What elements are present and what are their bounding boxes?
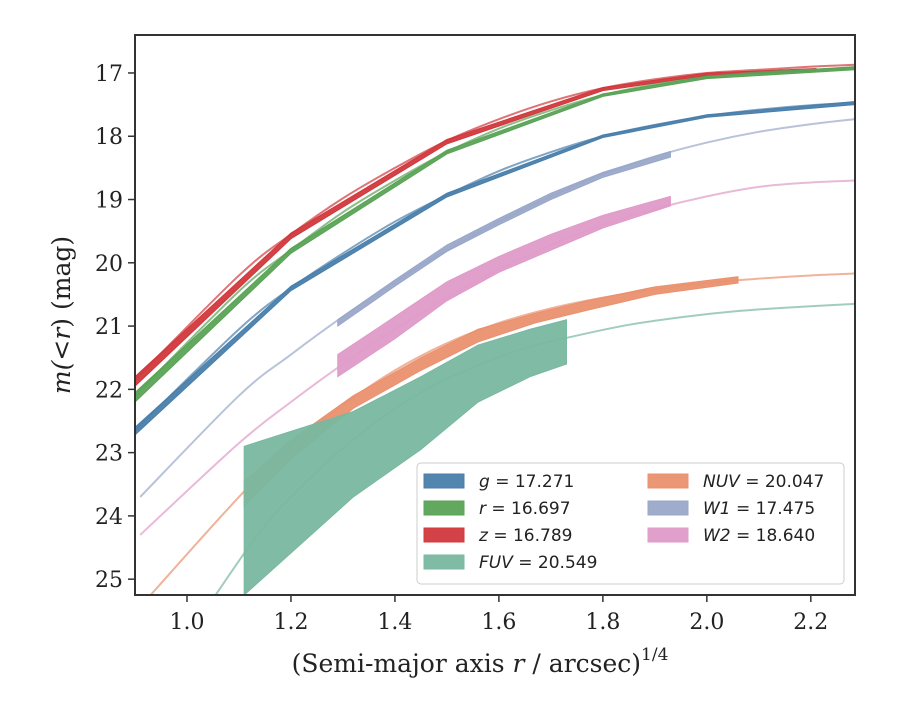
legend-label-nuv: NUV = 20.047 (703, 472, 824, 492)
data-band-g (135, 100, 855, 436)
model-line-z (135, 63, 855, 381)
x-tick-label: 1.0 (169, 610, 204, 635)
data-band-fuv (243, 319, 567, 595)
plot-area (135, 63, 855, 595)
data-band-w1 (337, 150, 671, 328)
legend-swatch-r (423, 500, 465, 516)
y-tick-label: 17 (95, 62, 123, 87)
y-tick-label: 23 (95, 442, 123, 467)
legend-label-fuv: FUV = 20.549 (479, 553, 597, 573)
data-band-nuv (243, 276, 739, 508)
y-tick-label: 19 (95, 189, 123, 214)
y-tick-label: 24 (95, 505, 123, 530)
y-tick-label: 22 (95, 378, 123, 403)
y-axis: 17 18 19 20 21 22 23 24 25 (95, 62, 135, 593)
x-axis-label: (Semi-major axis r / arcsec)1/4 (292, 645, 669, 678)
x-axis: 1.0 1.2 1.4 1.6 1.8 2.0 2.2 (169, 595, 828, 635)
y-axis-label: m(<r) (mag) (47, 236, 76, 394)
x-tick-label: 2.2 (793, 610, 828, 635)
legend-label-g: g = 17.271 (479, 472, 574, 492)
y-tick-label: 20 (95, 252, 123, 277)
legend-swatch-fuv (423, 554, 465, 570)
x-tick-label: 1.2 (273, 610, 308, 635)
legend-swatch-nuv (647, 473, 689, 489)
x-tick-label: 1.8 (585, 610, 620, 635)
legend-swatch-w2 (647, 527, 689, 543)
legend-swatch-z (423, 527, 465, 543)
legend-swatch-w1 (647, 500, 689, 516)
legend-box (416, 462, 845, 585)
legend-label-w1: W1 = 17.475 (703, 499, 815, 519)
data-band-w2 (337, 195, 671, 378)
legend-label-w2: W2 = 18.640 (703, 526, 815, 546)
plot-frame (134, 34, 856, 596)
data-band-r (135, 66, 855, 403)
x-tick-label: 2.0 (689, 610, 724, 635)
legend: g = 17.271 r = 16.697 z = 16.789 FUV = 20.5… (416, 462, 845, 585)
legend-swatch-g (423, 473, 465, 489)
y-tick-label: 25 (95, 568, 123, 593)
y-tick-label: 21 (95, 315, 123, 340)
x-tick-label: 1.4 (377, 610, 412, 635)
y-tick-label: 18 (95, 125, 123, 150)
legend-label-z: z = 16.789 (478, 526, 572, 546)
x-tick-label: 1.6 (481, 610, 516, 635)
legend-label-r: r = 16.697 (479, 499, 571, 519)
